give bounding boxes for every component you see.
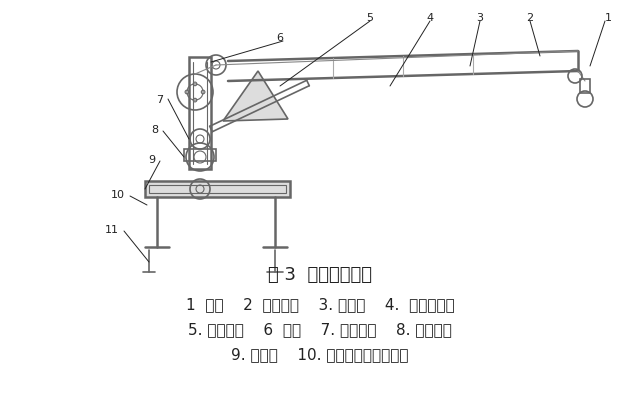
Text: 10: 10 xyxy=(111,189,125,200)
Text: 图 3  直臂式起重机: 图 3 直臂式起重机 xyxy=(268,265,372,283)
Bar xyxy=(189,58,211,170)
Text: 7: 7 xyxy=(156,95,164,105)
Text: 11: 11 xyxy=(105,225,119,234)
Bar xyxy=(184,150,216,162)
Text: 5. 卷筒机构    6  立柱    7. 旋转接头    8. 回转支承: 5. 卷筒机构 6 立柱 7. 旋转接头 8. 回转支承 xyxy=(188,322,452,337)
Text: 9. 横梁组    10. 支腿机构及控制系统: 9. 横梁组 10. 支腿机构及控制系统 xyxy=(231,347,409,362)
Polygon shape xyxy=(223,72,288,122)
Text: 5: 5 xyxy=(367,13,374,23)
Text: 6: 6 xyxy=(276,33,284,43)
Text: 1  吊钩    2  吊臂总成    3. 钢丝绳    4.  变幅液压缸: 1 吊钩 2 吊臂总成 3. 钢丝绳 4. 变幅液压缸 xyxy=(186,297,454,312)
Text: 9: 9 xyxy=(148,155,156,164)
Bar xyxy=(149,186,286,193)
Bar xyxy=(145,182,290,198)
Text: 3: 3 xyxy=(477,13,483,23)
Text: 2: 2 xyxy=(527,13,534,23)
Text: 8: 8 xyxy=(152,125,159,135)
Text: 4: 4 xyxy=(426,13,433,23)
Text: 1: 1 xyxy=(605,13,611,23)
Bar xyxy=(580,80,590,94)
